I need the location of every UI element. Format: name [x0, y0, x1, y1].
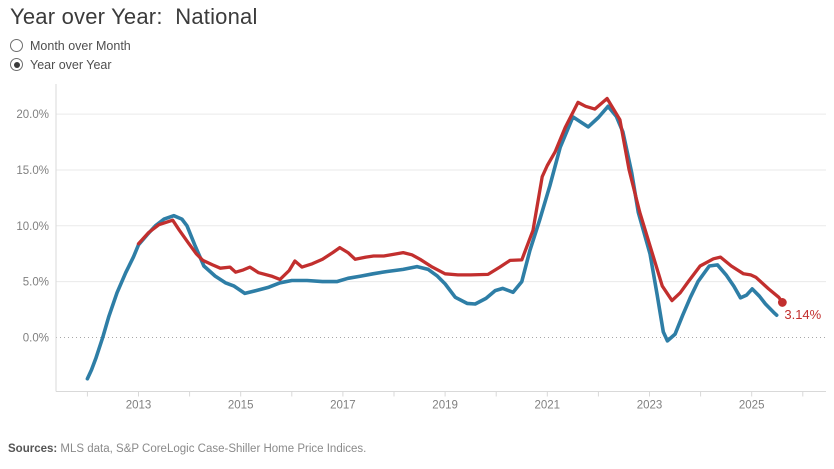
y-axis-label: 20.0%: [16, 109, 49, 121]
end-value-label: 3.14%: [784, 307, 821, 322]
radio-month-over-month[interactable]: Month over Month: [10, 36, 131, 55]
red-series-end-dot[interactable]: [777, 298, 787, 307]
x-axis-label: 2013: [126, 400, 152, 412]
blue-series-line[interactable]: [85, 104, 779, 381]
sources-text: MLS data, S&P CoreLogic Case-Shiller Hom…: [57, 443, 367, 455]
x-axis-label: 2021: [535, 400, 561, 412]
y-axis-label: 5.0%: [23, 277, 49, 289]
metric-radio-group: Month over Month Year over Year: [10, 36, 131, 74]
radio-unselected-icon[interactable]: [10, 39, 23, 52]
radio-selected-icon[interactable]: [10, 58, 23, 71]
sources-note: Sources: MLS data, S&P CoreLogic Case-Sh…: [8, 443, 366, 455]
radio-label: Year over Year: [30, 57, 112, 72]
page-title: Year over Year: National: [10, 4, 258, 29]
x-axis-label: 2015: [228, 400, 254, 412]
red-series-line[interactable]: [136, 96, 785, 305]
radio-year-over-year[interactable]: Year over Year: [10, 55, 131, 74]
radio-label: Month over Month: [30, 38, 131, 53]
y-axis-label: 15.0%: [16, 165, 49, 177]
x-axis-label: 2019: [432, 400, 458, 412]
x-axis-label: 2025: [739, 400, 765, 412]
x-axis-label: 2023: [637, 400, 663, 412]
y-axis-label: 10.0%: [16, 221, 49, 233]
sources-label: Sources:: [8, 443, 58, 455]
y-axis-label: 0.0%: [23, 333, 49, 345]
x-axis-label: 2017: [330, 400, 356, 412]
